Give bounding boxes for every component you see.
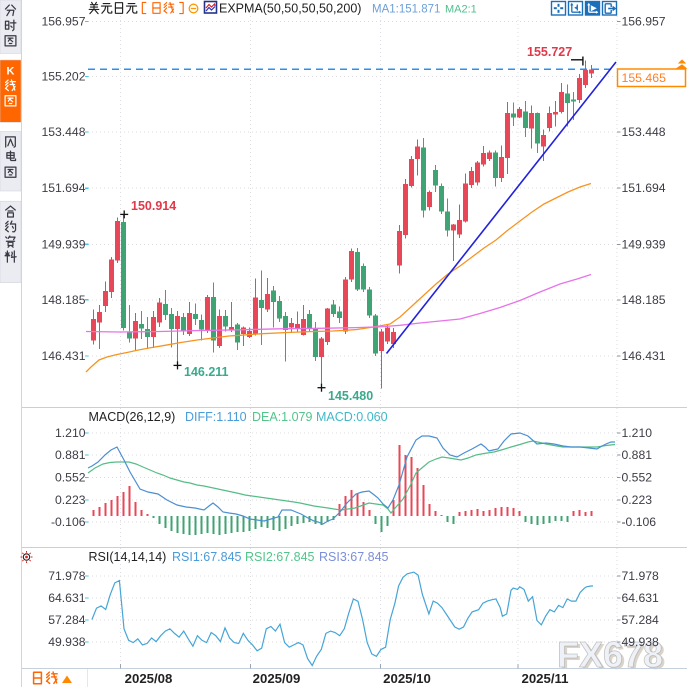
svg-text:0.552: 0.552 [622, 471, 653, 485]
svg-text:0.223: 0.223 [55, 493, 86, 507]
svg-text:1.210: 1.210 [622, 426, 653, 440]
svg-text:2025/11: 2025/11 [522, 671, 569, 686]
svg-text:EXPMA(50,50,50,50,200): EXPMA(50,50,50,50,200) [219, 2, 361, 16]
svg-text:RSI1:67.845: RSI1:67.845 [172, 550, 242, 564]
svg-text:DIFF:1.110: DIFF:1.110 [185, 410, 247, 424]
svg-text:155.202: 155.202 [41, 70, 85, 84]
svg-text:145.480: 145.480 [328, 389, 373, 403]
svg-text:MA1:151.871: MA1:151.871 [372, 4, 440, 16]
svg-text:156.957: 156.957 [41, 15, 85, 29]
svg-text:FX678: FX678 [560, 636, 666, 677]
svg-text:49.938: 49.938 [48, 635, 85, 649]
svg-text:1.210: 1.210 [55, 426, 86, 440]
svg-text:155.465: 155.465 [622, 71, 667, 85]
svg-text:0.223: 0.223 [622, 493, 653, 507]
svg-text:64.631: 64.631 [48, 591, 85, 605]
svg-text:K: K [7, 66, 15, 78]
svg-text:-0.106: -0.106 [622, 515, 657, 529]
svg-text:MACD:0.060: MACD:0.060 [316, 410, 388, 424]
svg-text:156.957: 156.957 [622, 15, 666, 29]
svg-text:64.631: 64.631 [622, 591, 659, 605]
svg-text:151.694: 151.694 [41, 181, 85, 195]
svg-text:-0.106: -0.106 [51, 515, 86, 529]
svg-text:MA2:1: MA2:1 [445, 4, 477, 16]
svg-text:153.448: 153.448 [41, 125, 85, 139]
svg-text:2025/10: 2025/10 [383, 671, 431, 686]
svg-text:RSI2:67.845: RSI2:67.845 [245, 550, 315, 564]
svg-text:155.727: 155.727 [527, 45, 572, 59]
svg-text:71.978: 71.978 [622, 569, 659, 583]
svg-text:146.431: 146.431 [41, 349, 85, 363]
svg-text:71.978: 71.978 [48, 569, 85, 583]
svg-text:151.694: 151.694 [622, 181, 666, 195]
svg-text:2025/09: 2025/09 [253, 671, 301, 686]
svg-text:149.939: 149.939 [622, 237, 666, 251]
svg-text:148.185: 148.185 [622, 293, 666, 307]
svg-text:RSI(14,14,14): RSI(14,14,14) [89, 550, 167, 564]
svg-text:0.881: 0.881 [622, 448, 653, 462]
svg-text:57.284: 57.284 [622, 613, 659, 627]
svg-text:153.448: 153.448 [622, 125, 666, 139]
svg-text:149.939: 149.939 [41, 237, 85, 251]
svg-text:0.552: 0.552 [55, 471, 86, 485]
svg-text:RSI3:67.845: RSI3:67.845 [319, 550, 389, 564]
svg-text:57.284: 57.284 [48, 613, 85, 627]
svg-text:146.211: 146.211 [184, 365, 229, 379]
svg-text:148.185: 148.185 [41, 293, 85, 307]
svg-text:146.431: 146.431 [622, 349, 666, 363]
svg-text:MACD(26,12,9): MACD(26,12,9) [89, 410, 176, 424]
svg-text:DEA:1.079: DEA:1.079 [252, 410, 313, 424]
svg-text:2025/08: 2025/08 [125, 671, 173, 686]
svg-text:0.881: 0.881 [55, 448, 86, 462]
svg-text:150.914: 150.914 [131, 199, 176, 213]
svg-text:49.938: 49.938 [622, 635, 659, 649]
